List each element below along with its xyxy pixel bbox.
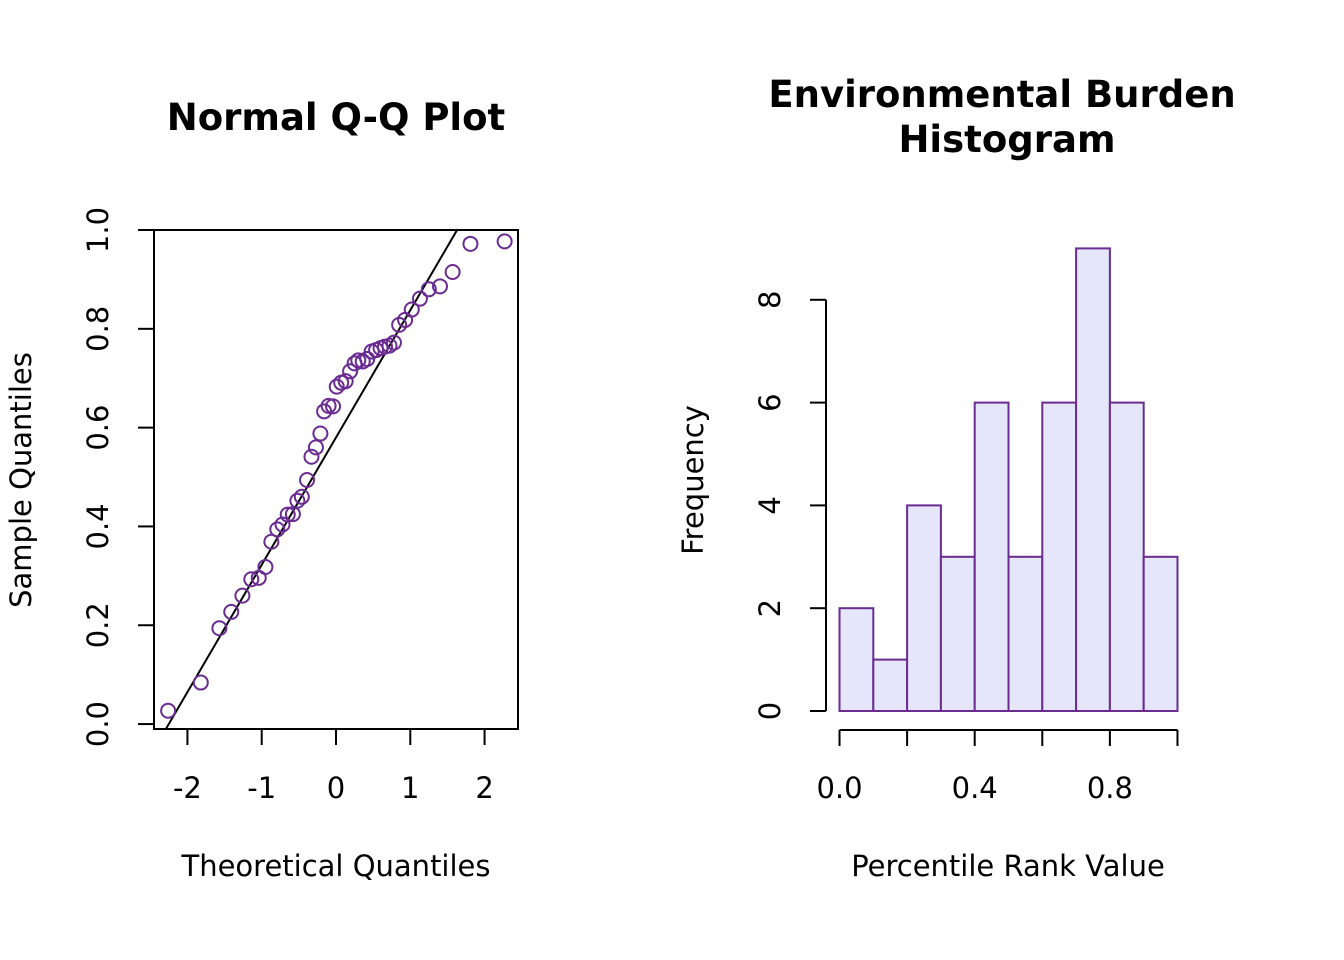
qq-point — [420, 281, 437, 298]
qq-point — [257, 558, 274, 575]
histogram-y-tick-label: 8 — [753, 291, 787, 309]
histogram-bar — [838, 607, 875, 713]
histogram-x-tick-label: 0.0 — [816, 771, 862, 805]
histogram-y-tick-label: 0 — [753, 702, 787, 720]
qq-point — [211, 620, 228, 637]
histogram-panel: Environmental Burden Histogram Percentil… — [676, 73, 1236, 883]
qq-x-tick-label: 2 — [475, 771, 493, 805]
histogram-bars — [838, 247, 1179, 713]
histogram-title-line-1: Environmental Burden — [768, 73, 1235, 116]
qq-point — [269, 521, 286, 538]
qq-x-axis-label: Theoretical Quantiles — [180, 849, 490, 883]
qq-point — [274, 516, 291, 533]
qq-point — [243, 571, 260, 588]
qq-x-tick-label: 0 — [327, 771, 345, 805]
qq-point — [289, 492, 306, 509]
qq-points — [160, 233, 513, 719]
qq-point — [316, 403, 333, 420]
histogram-bar — [939, 555, 976, 712]
histogram-bar — [1041, 401, 1078, 712]
histogram-y-tick-label: 6 — [753, 393, 787, 411]
qq-y-tick-label: 0.0 — [81, 701, 115, 747]
qq-point — [337, 373, 354, 390]
qq-point — [160, 702, 177, 719]
histogram-x-tick-label: 0.8 — [1087, 771, 1133, 805]
histogram-bar — [1075, 247, 1111, 712]
qq-point — [462, 235, 479, 252]
qq-point — [385, 334, 402, 351]
qq-y-tick-label: 0.2 — [81, 602, 115, 648]
qq-reference-line-group — [165, 229, 458, 730]
histogram-title-line-2: Histogram — [898, 118, 1115, 161]
histogram-y-tick-label: 2 — [753, 599, 787, 617]
qq-point — [279, 506, 296, 523]
histogram-y-axis-label: Frequency — [676, 405, 710, 555]
qq-x-tick-label: -1 — [247, 771, 276, 805]
histogram-x-tick-label: 0.4 — [952, 771, 998, 805]
qq-x-tick-label: 1 — [401, 771, 419, 805]
qq-point — [312, 425, 329, 442]
histogram-bar — [1142, 555, 1179, 712]
qq-point — [328, 378, 345, 395]
qq-point — [496, 233, 513, 250]
histogram-axes: 0.0 0.4 0.8 0 2 4 6 8 — [753, 291, 1179, 805]
histogram-bar — [1007, 555, 1044, 712]
qq-point — [444, 263, 461, 280]
qq-point — [411, 290, 428, 307]
qq-plot-panel: Normal Q-Q Plot Theoretical Quantiles Sa… — [4, 96, 519, 883]
histogram-y-tick-label: 4 — [753, 496, 787, 514]
qq-axes: -2 -1 0 1 2 0.0 0.2 0.4 0.6 0.8 1.0 — [81, 207, 519, 805]
qq-point — [293, 488, 310, 505]
qq-y-tick-label: 0.4 — [81, 503, 115, 549]
histogram-bar — [1108, 401, 1145, 712]
qq-y-tick-label: 0.8 — [81, 306, 115, 352]
qq-plot-title: Normal Q-Q Plot — [167, 96, 505, 139]
qq-y-tick-label: 1.0 — [81, 207, 115, 253]
qq-point — [223, 603, 240, 620]
qq-point — [325, 398, 342, 415]
qq-y-axis-label: Sample Quantiles — [4, 352, 38, 608]
qq-point — [299, 471, 316, 488]
qq-point — [342, 363, 359, 380]
qq-point — [403, 301, 420, 318]
qq-point — [303, 448, 320, 465]
histogram-x-axis-label: Percentile Rank Value — [851, 849, 1165, 883]
qq-point — [432, 278, 448, 295]
histogram-bar — [906, 504, 942, 712]
qq-reference-line — [165, 229, 458, 730]
qq-point — [234, 587, 251, 604]
histogram-bar — [872, 658, 909, 712]
qq-x-tick-label: -2 — [173, 771, 202, 805]
histogram-bar — [973, 401, 1010, 712]
qq-point — [192, 674, 209, 691]
qq-y-tick-label: 0.6 — [81, 405, 115, 451]
qq-point — [307, 439, 324, 456]
